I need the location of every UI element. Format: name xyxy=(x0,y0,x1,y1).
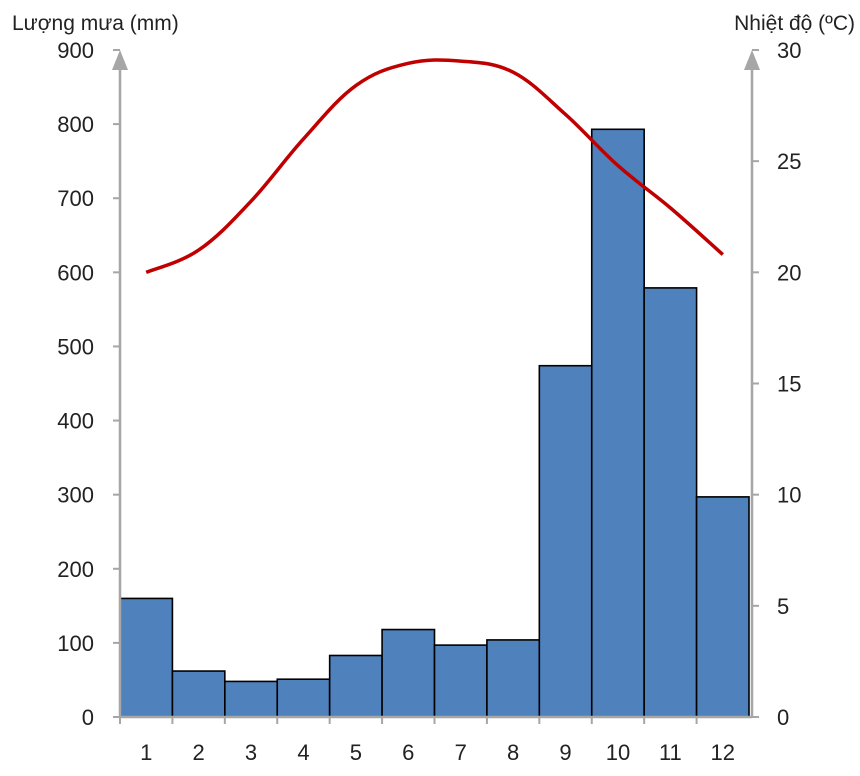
right-tick-label: 5 xyxy=(777,594,789,619)
bar-month-10 xyxy=(590,128,645,718)
right-axis-title: Nhiệt độ (ºC) xyxy=(734,12,855,35)
x-tick-label: 4 xyxy=(297,740,309,765)
bar-month-1 xyxy=(119,597,174,718)
bar-month-2 xyxy=(171,670,226,718)
right-tick-label: 0 xyxy=(777,705,789,730)
left-tick-label: 300 xyxy=(57,483,94,508)
x-tick-label: 3 xyxy=(245,740,257,765)
left-tick-label: 200 xyxy=(57,557,94,582)
bar-month-5 xyxy=(328,654,383,718)
bar-month-4 xyxy=(276,678,331,718)
x-tick-label: 6 xyxy=(402,740,414,765)
tick-labels: 0100200300400500600700800900051015202530… xyxy=(57,38,801,765)
right-axis-arrow xyxy=(744,50,760,70)
left-tick-label: 800 xyxy=(57,112,94,137)
x-tick-label: 12 xyxy=(711,740,735,765)
bar-month-11 xyxy=(643,287,698,718)
right-tick-label: 10 xyxy=(777,483,801,508)
right-tick-label: 15 xyxy=(777,372,801,397)
x-tick-label: 9 xyxy=(559,740,571,765)
left-axis-arrow xyxy=(112,50,128,70)
left-tick-label: 700 xyxy=(57,186,94,211)
right-tick-label: 25 xyxy=(777,149,801,174)
right-tick-label: 20 xyxy=(777,260,801,285)
bar-month-8 xyxy=(486,639,541,718)
bar-month-7 xyxy=(433,644,488,718)
x-tick-label: 11 xyxy=(659,740,682,765)
left-tick-label: 0 xyxy=(82,705,94,730)
x-tick-label: 1 xyxy=(140,740,152,765)
x-tick-label: 7 xyxy=(455,740,467,765)
left-tick-label: 100 xyxy=(57,631,94,656)
x-tick-label: 5 xyxy=(350,740,362,765)
bar-month-12 xyxy=(695,496,750,718)
left-tick-label: 900 xyxy=(57,38,94,63)
bar-month-9 xyxy=(538,364,593,718)
x-tick-label: 8 xyxy=(507,740,519,765)
bar-month-3 xyxy=(224,680,279,718)
x-tick-label: 10 xyxy=(606,740,630,765)
temperature-line xyxy=(145,58,724,274)
left-tick-label: 400 xyxy=(57,409,94,434)
x-tick-label: 2 xyxy=(193,740,205,765)
bar-month-6 xyxy=(381,628,436,718)
left-tick-label: 500 xyxy=(57,334,94,359)
temperature-line-path xyxy=(145,58,724,274)
axes xyxy=(112,49,760,724)
rainfall-bars xyxy=(119,128,750,718)
left-axis-title: Lượng mưa (mm) xyxy=(12,12,179,35)
left-tick-label: 600 xyxy=(57,260,94,285)
right-tick-label: 30 xyxy=(777,38,801,63)
